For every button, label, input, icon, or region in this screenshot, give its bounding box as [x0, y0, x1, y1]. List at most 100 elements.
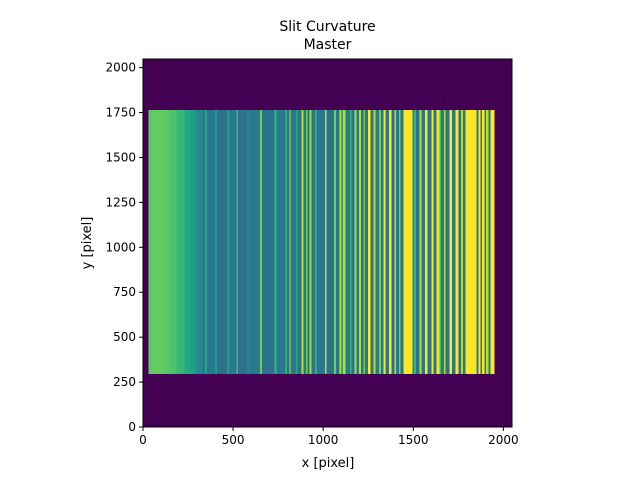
heatmap-band: [311, 109, 316, 374]
heatmap-band: [335, 109, 340, 374]
heatmap-band: [297, 109, 302, 374]
heatmap-band: [179, 109, 185, 374]
y-tick-label: 500: [113, 330, 136, 344]
heatmap-band: [326, 109, 334, 374]
heatmap-band: [361, 109, 364, 374]
heatmap-band: [380, 109, 384, 374]
axes-frame: [142, 58, 513, 428]
y-axis-ticks: 0 250 500 750 1000 1250 1500 1750 2000: [105, 61, 143, 434]
heatmap-band: [364, 109, 369, 374]
x-tick-label: 500: [222, 433, 245, 447]
heatmap-band: [306, 109, 308, 374]
heatmap-band: [216, 109, 228, 374]
heatmap-band: [424, 109, 428, 374]
heatmap-band: [184, 109, 190, 374]
chart-title-line1: Slit Curvature: [279, 19, 375, 35]
x-tick-label: 1000: [308, 433, 339, 447]
heatmap-bands: [148, 109, 495, 374]
heatmap-band: [333, 109, 336, 374]
heatmap-band: [414, 109, 416, 374]
heatmap-band: [189, 109, 196, 374]
heatmap-band: [205, 109, 207, 374]
heatmap-band: [396, 109, 399, 374]
heatmap-band: [461, 109, 463, 374]
heatmap-band: [350, 109, 352, 374]
heatmap-band: [363, 109, 365, 374]
heatmap-band: [170, 109, 176, 374]
heatmap-band: [441, 109, 444, 374]
heatmap-band: [307, 109, 310, 374]
heatmap-band: [345, 109, 351, 374]
plot-area: [143, 59, 512, 427]
heatmap-band: [443, 109, 446, 374]
heatmap-band: [379, 109, 381, 374]
heatmap-band: [488, 109, 491, 374]
heatmap-band: [162, 109, 171, 374]
heatmap-band: [227, 109, 230, 374]
heatmap-band: [215, 109, 217, 374]
heatmap-band: [175, 109, 180, 374]
heatmap-band: [316, 109, 325, 374]
heatmap-band: [398, 109, 401, 374]
heatmap-band: [421, 109, 425, 374]
heatmap-band: [439, 109, 442, 374]
heatmap-band: [342, 109, 346, 374]
heatmap-band: [427, 109, 432, 374]
heatmap-band: [400, 109, 404, 374]
heatmap-band: [373, 109, 376, 374]
heatmap-band: [458, 109, 462, 374]
heatmap-band: [375, 109, 380, 374]
heatmap-band: [286, 109, 290, 374]
heatmap-band: [385, 109, 389, 374]
heatmap-band: [274, 109, 277, 374]
heatmap-band: [247, 109, 249, 374]
heatmap-band: [368, 109, 371, 374]
heatmap-band: [445, 109, 450, 374]
heatmap-band: [315, 109, 317, 374]
heatmap-band: [195, 109, 203, 374]
y-tick-label: 750: [113, 285, 136, 299]
heatmap-band: [340, 109, 343, 374]
heatmap-band: [261, 109, 275, 374]
x-tick-label: 0: [139, 433, 147, 447]
heatmap-band: [324, 109, 327, 374]
heatmap-band: [359, 109, 362, 374]
heatmap-band: [476, 109, 479, 374]
heatmap-band: [465, 109, 477, 374]
heatmap-band: [152, 109, 163, 374]
heatmap-band: [419, 109, 422, 374]
heatmap-band: [296, 109, 298, 374]
heatmap-band: [490, 109, 495, 374]
heatmap-band: [202, 109, 206, 374]
y-tick-label: 1750: [105, 106, 136, 120]
heatmap-band: [285, 109, 287, 374]
heatmap-band: [354, 109, 357, 374]
heatmap-band: [482, 109, 485, 374]
heatmap-band: [455, 109, 459, 374]
heatmap-band: [248, 109, 261, 374]
heatmap-band: [339, 109, 341, 374]
x-tick-label: 1500: [398, 433, 429, 447]
heatmap-band: [412, 109, 415, 374]
x-axis-ticks: 0 500 1000 1500 2000: [139, 427, 519, 447]
heatmap-band: [486, 109, 489, 374]
y-tick-label: 0: [128, 420, 136, 434]
y-tick-label: 1250: [105, 195, 136, 209]
y-tick-label: 250: [113, 375, 136, 389]
y-tick-label: 1500: [105, 150, 136, 164]
chart-title-line2: Master: [304, 37, 352, 53]
heatmap-band: [449, 109, 453, 374]
heatmap-band: [260, 109, 262, 374]
heatmap-band: [484, 109, 487, 374]
heatmap-band: [462, 109, 466, 374]
y-tick-label: 2000: [105, 61, 136, 75]
heatmap-band: [276, 109, 286, 374]
heatmap-band: [436, 109, 440, 374]
heatmap-band: [480, 109, 483, 374]
heatmap-band: [388, 109, 392, 374]
heatmap-band: [394, 109, 397, 374]
heatmap-band: [309, 109, 312, 374]
x-tick-label: 2000: [488, 433, 519, 447]
heatmap-band: [478, 109, 481, 374]
